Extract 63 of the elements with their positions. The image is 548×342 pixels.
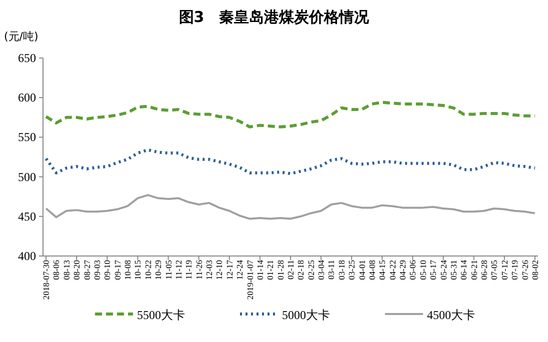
x-tick-label: 05-31 (448, 260, 458, 280)
x-tick-label: 04-29 (398, 260, 408, 280)
x-tick-label: 05-06 (408, 260, 418, 280)
line-series (44, 100, 536, 128)
x-tick-label: 06-28 (479, 260, 490, 280)
x-tick-label: 04-01 (356, 260, 367, 280)
x-tick-label: 04-22 (387, 260, 398, 280)
x-tick-label: 02-18 (296, 260, 306, 280)
legend-label: 5000大卡 (282, 308, 330, 322)
legend-label: 4500大卡 (427, 308, 475, 322)
legend-label: 5500大卡 (137, 308, 185, 322)
x-tick-label: 03-18 (336, 260, 346, 280)
x-tick-label: 01-28 (275, 260, 286, 280)
x-tick-label: 11-19 (184, 260, 194, 280)
x-tick-label: 10-29 (153, 260, 164, 280)
chart-title: 图3 秦皇岛港煤炭价格情况 (178, 8, 370, 26)
x-tick-label: 10-08 (122, 260, 133, 280)
x-tick-label: 06-21 (468, 260, 479, 280)
line-series (44, 148, 536, 176)
x-tick-label: 2018-07-30 (41, 260, 52, 300)
x-tick-label: 11-05 (163, 260, 174, 280)
y-tick-label: 500 (18, 170, 36, 184)
x-tick-label: 09-17 (112, 260, 122, 280)
x-tick-label: 03-25 (346, 260, 357, 280)
x-tick-label: 02-11 (286, 260, 296, 280)
y-axis-title: (元/吨) (4, 30, 38, 43)
x-tick-label: 03-11 (326, 260, 336, 280)
x-tick-label: 07-05 (489, 260, 500, 280)
y-tick-label: 650 (18, 51, 36, 65)
x-tick-label: 07-12 (499, 260, 510, 280)
x-tick-label: 09-10 (102, 260, 112, 280)
x-tick-label: 04-08 (366, 260, 377, 280)
x-tick-label: 08-13 (61, 260, 72, 280)
x-tick-label: 03-04 (316, 259, 326, 280)
x-tick-label: 11-26 (194, 260, 204, 280)
x-tick-label: 10-15 (132, 260, 143, 280)
x-tick-label: 01-14 (254, 259, 265, 280)
y-tick-label: 550 (18, 130, 36, 144)
x-tick-label: 04-15 (377, 260, 388, 280)
x-tick-label: 02-25 (306, 260, 316, 280)
x-tick-label: 07-26 (520, 260, 530, 280)
x-tick-label: 08-20 (72, 260, 82, 280)
x-tick-label: 12-03 (204, 260, 214, 280)
x-tick-label: 06-14 (458, 259, 469, 280)
x-tick-label: 05-10 (418, 260, 428, 280)
x-tick-label: 2019-01-07 (244, 260, 255, 300)
x-tick-label: 10-22 (142, 260, 153, 280)
x-tick-label: 12-10 (214, 260, 224, 280)
x-tick-label: 08-06 (51, 260, 62, 280)
line-series (45, 194, 536, 220)
y-tick-label: 450 (18, 209, 36, 224)
y-tick-label: 400 (18, 249, 36, 263)
x-tick-label: 12-24 (234, 259, 245, 280)
x-tick-label: 01-21 (265, 260, 276, 280)
x-tick-label: 08-02 (530, 260, 540, 280)
x-tick-label: 05-24 (438, 259, 448, 280)
x-tick-label: 07-19 (510, 260, 520, 280)
x-tick-label: 09-03 (92, 260, 102, 280)
x-tick-label: 12-17 (224, 260, 234, 280)
x-tick-label: 08-27 (82, 260, 92, 280)
y-tick-label: 600 (18, 90, 36, 105)
x-tick-label: 05-17 (428, 260, 438, 280)
x-tick-label: 11-12 (173, 260, 184, 280)
